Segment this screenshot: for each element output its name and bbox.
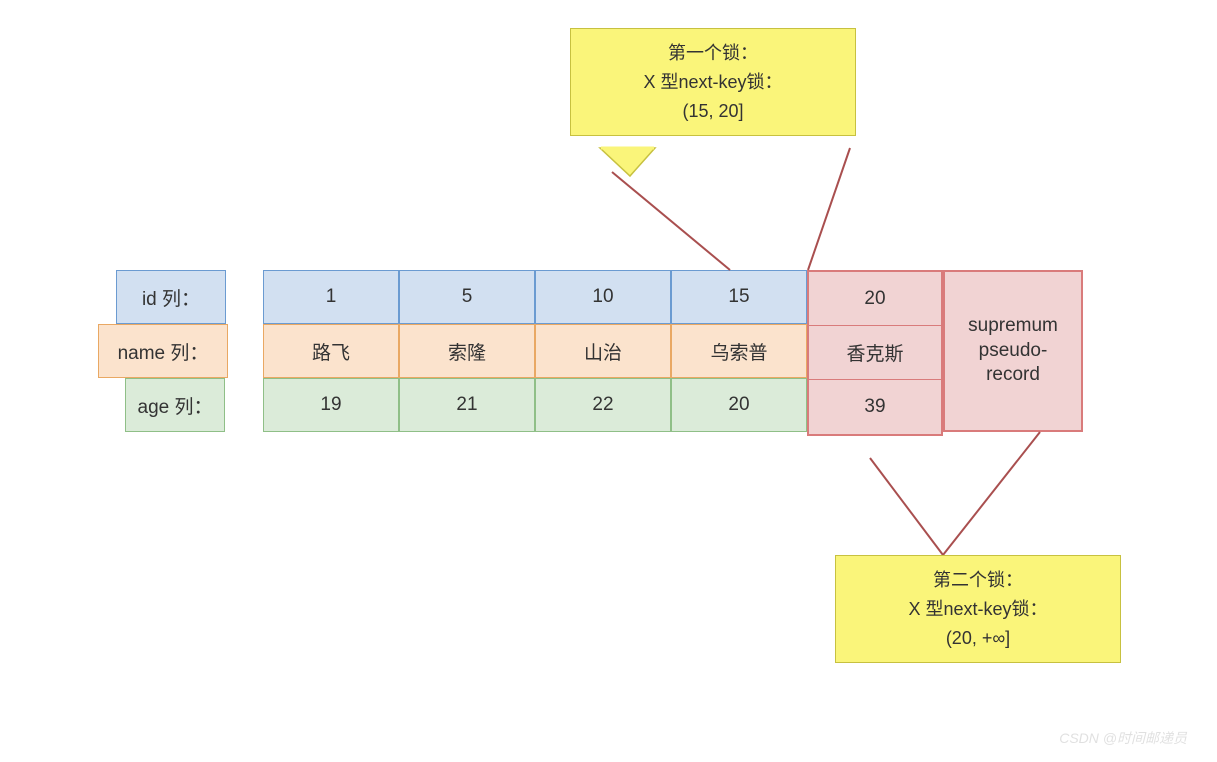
row-label-age: age 列： <box>125 378 225 432</box>
id-cell: 10 <box>535 270 671 324</box>
callout-2-title: 第二个锁： <box>854 566 1102 595</box>
watermark: CSDN @时间邮递员 <box>1059 728 1187 748</box>
callout-1-type: X 型next-key锁： <box>589 68 837 97</box>
diagram-container: 第一个锁： X 型next-key锁： (15, 20] id 列： name … <box>0 0 1217 762</box>
supremum-cell: supremumpseudo-record <box>943 270 1083 432</box>
callout-2-type: X 型next-key锁： <box>854 595 1102 624</box>
locked-cell: 39 <box>809 380 941 434</box>
name-cell: 路飞 <box>263 324 399 378</box>
locked-cell: 20 <box>809 272 941 326</box>
age-cell: 21 <box>399 378 535 432</box>
callout-2-range: (20, +∞] <box>854 624 1102 653</box>
age-cell: 22 <box>535 378 671 432</box>
row-label-name: name 列： <box>98 324 228 378</box>
callout-1-title: 第一个锁： <box>589 39 837 68</box>
callout-lock-2: 第二个锁： X 型next-key锁： (20, +∞] <box>835 555 1121 663</box>
callout-lock-1: 第一个锁： X 型next-key锁： (15, 20] <box>570 28 856 136</box>
id-cell: 15 <box>671 270 807 324</box>
name-cell: 山治 <box>535 324 671 378</box>
data-grid: 151015路飞索隆山治乌索普19212220 <box>263 270 807 432</box>
name-cell: 乌索普 <box>671 324 807 378</box>
age-cell: 20 <box>671 378 807 432</box>
supremum-text: supremumpseudo-record <box>968 314 1058 388</box>
id-cell: 1 <box>263 270 399 324</box>
age-cell: 19 <box>263 378 399 432</box>
name-cell: 索隆 <box>399 324 535 378</box>
id-cell: 5 <box>399 270 535 324</box>
callout-1-range: (15, 20] <box>589 97 837 126</box>
locked-cell: 香克斯 <box>809 326 941 380</box>
row-label-id: id 列： <box>116 270 226 324</box>
locked-column: 20香克斯39 <box>807 270 943 436</box>
